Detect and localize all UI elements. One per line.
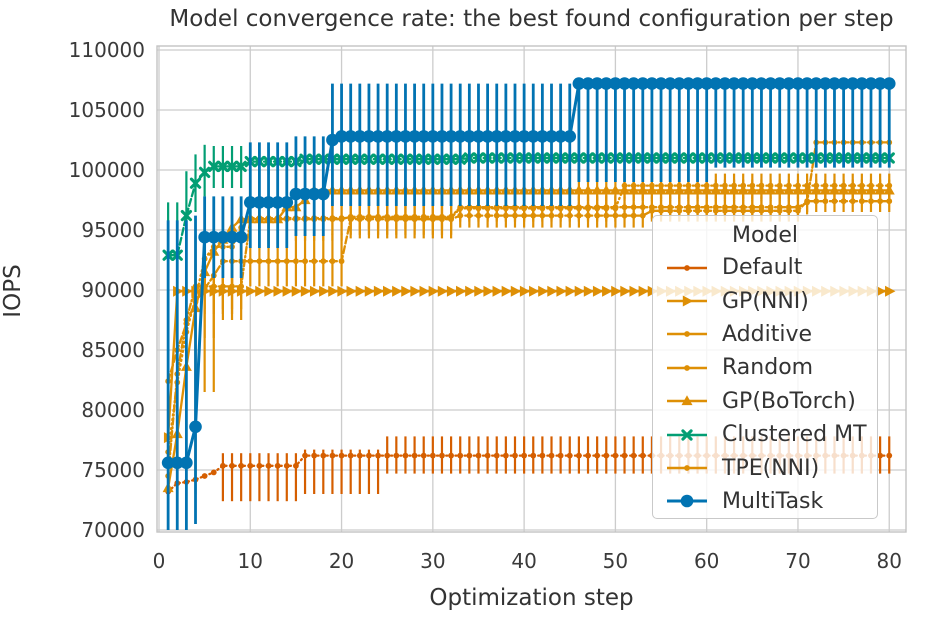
y-tick-label: 80000 — [81, 398, 145, 422]
x-tick-label: 70 — [785, 549, 810, 573]
x-tick-label: 10 — [238, 549, 263, 573]
x-tick-label: 20 — [329, 549, 354, 573]
chart-title: Model convergence rate: the best found c… — [169, 6, 894, 32]
legend-item-label: Default — [722, 255, 803, 281]
legend-item-label: GP(BoTorch) — [722, 388, 856, 414]
legend-item-label: TPE(NNI) — [722, 455, 820, 481]
x-tick-label: 30 — [420, 549, 445, 573]
legend-item-default: Default — [653, 251, 877, 284]
legend-sample-default — [667, 264, 707, 271]
series-multitask — [161, 77, 896, 530]
tick-labels: 0 10 20 30 40 50 60 70 80 70000 75000 80000 85000 900… — [69, 38, 902, 573]
legend-sample-clustered-mt — [667, 428, 707, 441]
y-tick-label: 95000 — [81, 218, 145, 242]
legend-item-gp-nni: GP(NNI) — [653, 284, 877, 317]
legend-item-multitask: MultiTask — [653, 485, 877, 518]
y-tick-label: 110000 — [69, 38, 145, 62]
legend-item-clustered-mt: Clustered MT — [653, 418, 877, 451]
legend-item-label: Additive — [722, 321, 812, 347]
legend-item-gp-botorch: GP(BoTorch) — [653, 385, 877, 418]
y-tick-label: 100000 — [69, 158, 145, 182]
legend-item-label: Clustered MT — [722, 422, 867, 448]
x-tick-label: 40 — [511, 549, 536, 573]
y-tick-label: 90000 — [81, 278, 145, 302]
x-axis-label: Optimization step — [429, 585, 634, 611]
legend-item-additive: Additive — [653, 318, 877, 351]
legend-title: Model — [731, 223, 799, 248]
legend-item-label: MultiTask — [722, 488, 824, 514]
x-tick-label: 50 — [603, 549, 628, 573]
y-tick-label: 105000 — [69, 98, 145, 122]
legend-item-random: Random — [653, 351, 877, 384]
legend-sample-gp-nni — [667, 295, 707, 307]
x-tick-label: 60 — [694, 549, 719, 573]
legend-items: Default GP(NNI) Additive Random GP(BoTorch) C… — [653, 251, 877, 518]
legend-sample-gp-botorch — [667, 395, 707, 406]
x-tick-label: 0 — [153, 549, 166, 573]
legend-sample-random — [667, 364, 707, 371]
legend-item-tpe-nni: TPE(NNI) — [653, 451, 877, 484]
y-axis-label: IOPS — [0, 264, 26, 318]
y-tick-label: 70000 — [81, 518, 145, 542]
legend: Model Default GP(NNI) Additive Random GP(BoT… — [652, 215, 878, 519]
x-tick-label: 80 — [877, 549, 902, 573]
legend-item-label: GP(NNI) — [722, 288, 809, 314]
legend-sample-tpe-nni — [667, 465, 707, 471]
y-tick-label: 75000 — [81, 458, 145, 482]
legend-sample-additive — [667, 331, 707, 338]
legend-sample-multitask — [667, 495, 707, 508]
legend-item-label: Random — [722, 355, 814, 381]
plot-border — [156, 45, 907, 533]
y-tick-label: 85000 — [81, 338, 145, 362]
